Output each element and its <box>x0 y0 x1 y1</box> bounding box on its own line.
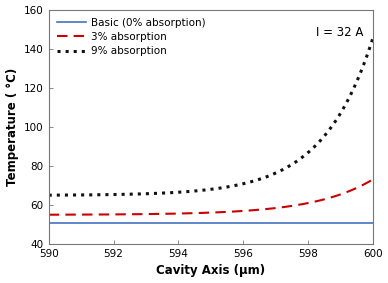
9% absorption <box>200 188 205 192</box>
3% absorption <box>239 209 244 213</box>
Line: 9% absorption: 9% absorption <box>49 39 372 195</box>
3% absorption <box>222 210 226 214</box>
9% absorption <box>362 60 367 63</box>
9% absorption <box>202 188 207 192</box>
3% absorption <box>370 178 375 181</box>
9% absorption <box>312 145 317 149</box>
Basic (0% absorption) <box>222 221 226 224</box>
Basic (0% absorption) <box>239 221 244 224</box>
9% absorption <box>370 37 375 40</box>
X-axis label: Cavity Axis (μm): Cavity Axis (μm) <box>156 264 265 277</box>
3% absorption <box>47 213 51 216</box>
Basic (0% absorption) <box>362 221 367 224</box>
Basic (0% absorption) <box>200 221 205 224</box>
3% absorption <box>362 182 367 186</box>
Basic (0% absorption) <box>202 221 207 224</box>
Legend: Basic (0% absorption), 3% absorption, 9% absorption: Basic (0% absorption), 3% absorption, 9%… <box>54 15 209 59</box>
Text: I = 32 A: I = 32 A <box>315 26 363 39</box>
3% absorption <box>312 200 317 203</box>
9% absorption <box>47 194 51 197</box>
9% absorption <box>222 186 226 189</box>
Basic (0% absorption) <box>47 221 51 224</box>
Line: 3% absorption: 3% absorption <box>49 179 372 215</box>
3% absorption <box>202 211 207 215</box>
3% absorption <box>200 211 205 215</box>
Y-axis label: Temperature ( °C): Temperature ( °C) <box>5 68 19 186</box>
Basic (0% absorption) <box>312 221 317 224</box>
9% absorption <box>239 183 244 186</box>
Basic (0% absorption) <box>370 221 375 224</box>
